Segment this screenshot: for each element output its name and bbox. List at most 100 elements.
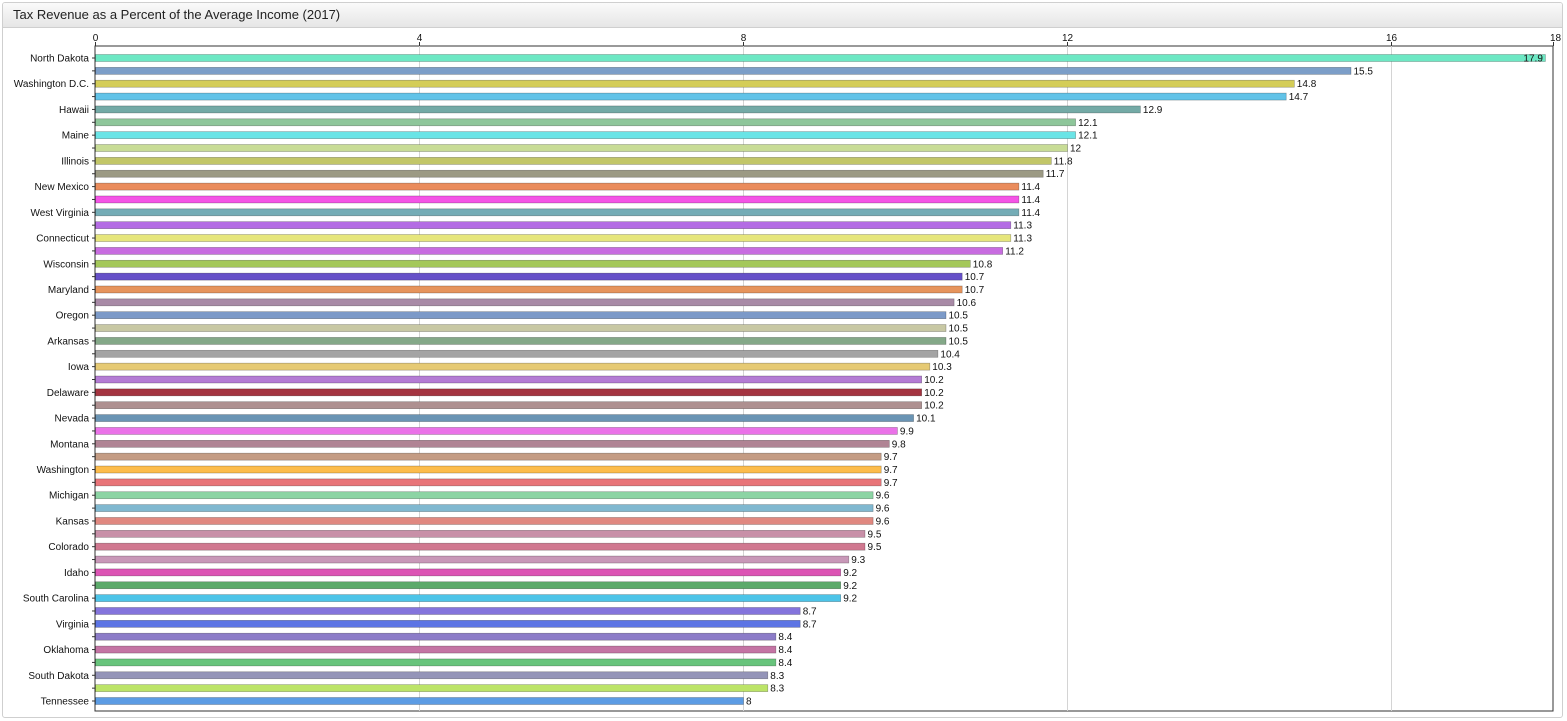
value-label: 12.1 — [1078, 118, 1098, 129]
bar — [95, 362, 931, 371]
value-label: 9.2 — [843, 581, 857, 592]
value-label: 10.1 — [916, 414, 936, 425]
value-label: 9.5 — [868, 529, 882, 540]
bar — [95, 92, 1287, 101]
category-label: Nevada — [55, 414, 90, 425]
bar — [95, 607, 801, 615]
bar — [95, 195, 1020, 204]
category-label: Montana — [50, 439, 89, 450]
category-label: Connecticut — [36, 234, 89, 245]
category-label: Kansas — [56, 517, 89, 528]
category-label: New Mexico — [35, 182, 90, 193]
x-tick-label: 12 — [1062, 33, 1074, 44]
category-label: Tennessee — [41, 697, 90, 708]
bar — [95, 311, 947, 320]
category-label: Illinois — [61, 156, 89, 167]
x-tick-label: 0 — [93, 33, 99, 44]
bar — [95, 491, 874, 500]
bar — [95, 530, 866, 538]
value-label: 12.9 — [1143, 105, 1163, 116]
value-label: 9.6 — [876, 491, 890, 502]
category-label: Hawaii — [59, 105, 89, 116]
bar — [95, 542, 866, 551]
value-label: 9.7 — [884, 465, 898, 476]
category-label: Michigan — [49, 491, 89, 502]
bar — [95, 144, 1068, 152]
value-label: 11.8 — [1054, 156, 1073, 167]
value-label: 8.3 — [770, 671, 784, 682]
bar — [95, 517, 874, 525]
value-label: 10.7 — [965, 285, 985, 296]
value-label: 11.2 — [1005, 246, 1024, 257]
x-tick-label: 8 — [741, 33, 747, 44]
bar — [95, 131, 1076, 139]
value-label: 12 — [1070, 144, 1082, 155]
value-label: 14.8 — [1297, 79, 1317, 90]
category-label: Idaho — [64, 568, 89, 579]
bar — [95, 285, 963, 294]
value-label: 10.5 — [949, 324, 969, 335]
bar — [95, 439, 890, 448]
bar — [95, 594, 842, 602]
bar — [95, 427, 898, 435]
x-tick-label: 16 — [1386, 33, 1398, 44]
value-label: 10.5 — [949, 336, 969, 347]
value-label: 9.7 — [884, 478, 898, 489]
value-label: 11.3 — [1013, 221, 1032, 232]
bar — [95, 324, 947, 332]
category-label: Delaware — [47, 388, 90, 399]
value-label: 8.4 — [778, 658, 792, 669]
value-label: 10.8 — [973, 259, 993, 270]
bar — [95, 671, 769, 680]
value-label: 8.7 — [803, 619, 817, 630]
category-label: Oregon — [56, 311, 89, 322]
x-tick-label: 4 — [417, 33, 423, 44]
value-label: 10.2 — [924, 401, 944, 412]
category-label: Oklahoma — [43, 645, 89, 656]
bar — [95, 349, 939, 358]
category-label: South Carolina — [23, 594, 90, 605]
category-label: Maine — [62, 131, 90, 142]
value-label: 8 — [746, 697, 752, 708]
value-label: 9.6 — [876, 517, 890, 528]
x-tick-label: 18 — [1550, 33, 1562, 44]
bar — [95, 208, 1020, 217]
bar — [95, 169, 1044, 178]
value-label: 11.4 — [1021, 182, 1040, 193]
bar — [95, 157, 1052, 165]
bar — [95, 54, 1546, 62]
category-label: Arkansas — [47, 336, 89, 347]
bar — [95, 645, 777, 654]
bar — [95, 118, 1076, 127]
bar — [95, 452, 882, 461]
bar — [95, 658, 777, 667]
category-label: Washington — [37, 465, 89, 476]
bar — [95, 247, 1004, 255]
value-label: 10.3 — [932, 362, 952, 373]
value-label: 8.7 — [803, 607, 817, 618]
bar — [95, 697, 744, 705]
bar — [95, 465, 882, 474]
value-label: 10.2 — [924, 375, 944, 386]
bar — [95, 388, 923, 397]
value-label: 9.5 — [868, 542, 882, 553]
bar — [95, 568, 842, 577]
bar — [95, 632, 777, 641]
bar — [95, 555, 850, 564]
value-label: 11.7 — [1046, 169, 1065, 180]
category-label: Maryland — [48, 285, 89, 296]
value-label: 14.7 — [1289, 92, 1309, 103]
value-label: 17.9 — [1523, 54, 1543, 65]
bar — [95, 504, 874, 512]
bar — [95, 478, 882, 487]
category-label: Virginia — [56, 619, 90, 630]
value-label: 11.3 — [1013, 234, 1032, 245]
bar — [95, 337, 947, 345]
bar — [95, 581, 842, 590]
value-label: 15.5 — [1354, 66, 1374, 77]
value-label: 11.4 — [1021, 208, 1040, 219]
value-label: 9.8 — [892, 439, 906, 450]
value-label: 8.3 — [770, 684, 784, 695]
bar — [95, 221, 1012, 229]
